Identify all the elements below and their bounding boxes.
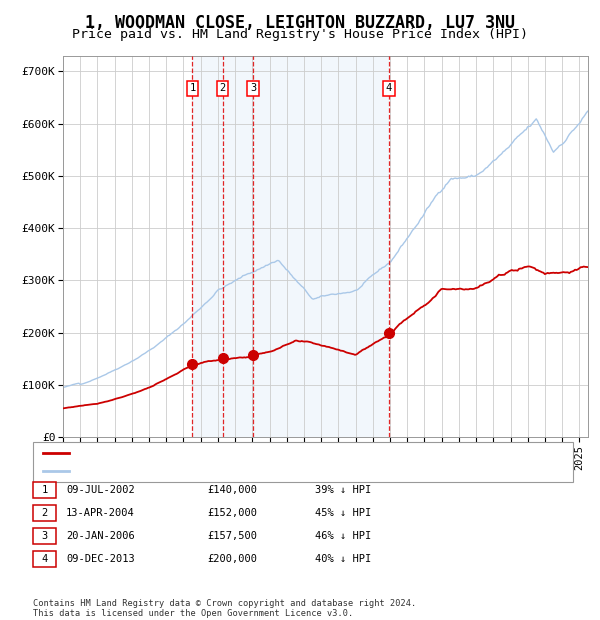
Text: £200,000: £200,000 <box>207 554 257 564</box>
Text: Contains HM Land Registry data © Crown copyright and database right 2024.
This d: Contains HM Land Registry data © Crown c… <box>33 599 416 618</box>
Text: 13-APR-2004: 13-APR-2004 <box>66 508 135 518</box>
Text: 2: 2 <box>220 83 226 93</box>
Text: 2: 2 <box>41 508 47 518</box>
Text: £140,000: £140,000 <box>207 485 257 495</box>
Text: 3: 3 <box>41 531 47 541</box>
Text: 1: 1 <box>41 485 47 495</box>
Text: 4: 4 <box>386 83 392 93</box>
Text: £157,500: £157,500 <box>207 531 257 541</box>
Bar <box>193 56 389 437</box>
Text: 40% ↓ HPI: 40% ↓ HPI <box>315 554 371 564</box>
Text: 46% ↓ HPI: 46% ↓ HPI <box>315 531 371 541</box>
Text: 1, WOODMAN CLOSE, LEIGHTON BUZZARD, LU7 3NU (detached house): 1, WOODMAN CLOSE, LEIGHTON BUZZARD, LU7 … <box>75 448 435 458</box>
Text: 4: 4 <box>41 554 47 564</box>
Text: 09-JUL-2002: 09-JUL-2002 <box>66 485 135 495</box>
Text: 1, WOODMAN CLOSE, LEIGHTON BUZZARD, LU7 3NU: 1, WOODMAN CLOSE, LEIGHTON BUZZARD, LU7 … <box>85 14 515 32</box>
Text: 1: 1 <box>190 83 196 93</box>
Text: Price paid vs. HM Land Registry's House Price Index (HPI): Price paid vs. HM Land Registry's House … <box>72 28 528 41</box>
Text: 45% ↓ HPI: 45% ↓ HPI <box>315 508 371 518</box>
Text: 09-DEC-2013: 09-DEC-2013 <box>66 554 135 564</box>
Text: £152,000: £152,000 <box>207 508 257 518</box>
Text: 3: 3 <box>250 83 256 93</box>
Text: HPI: Average price, detached house, Central Bedfordshire: HPI: Average price, detached house, Cent… <box>75 466 411 476</box>
Text: 39% ↓ HPI: 39% ↓ HPI <box>315 485 371 495</box>
Text: 20-JAN-2006: 20-JAN-2006 <box>66 531 135 541</box>
